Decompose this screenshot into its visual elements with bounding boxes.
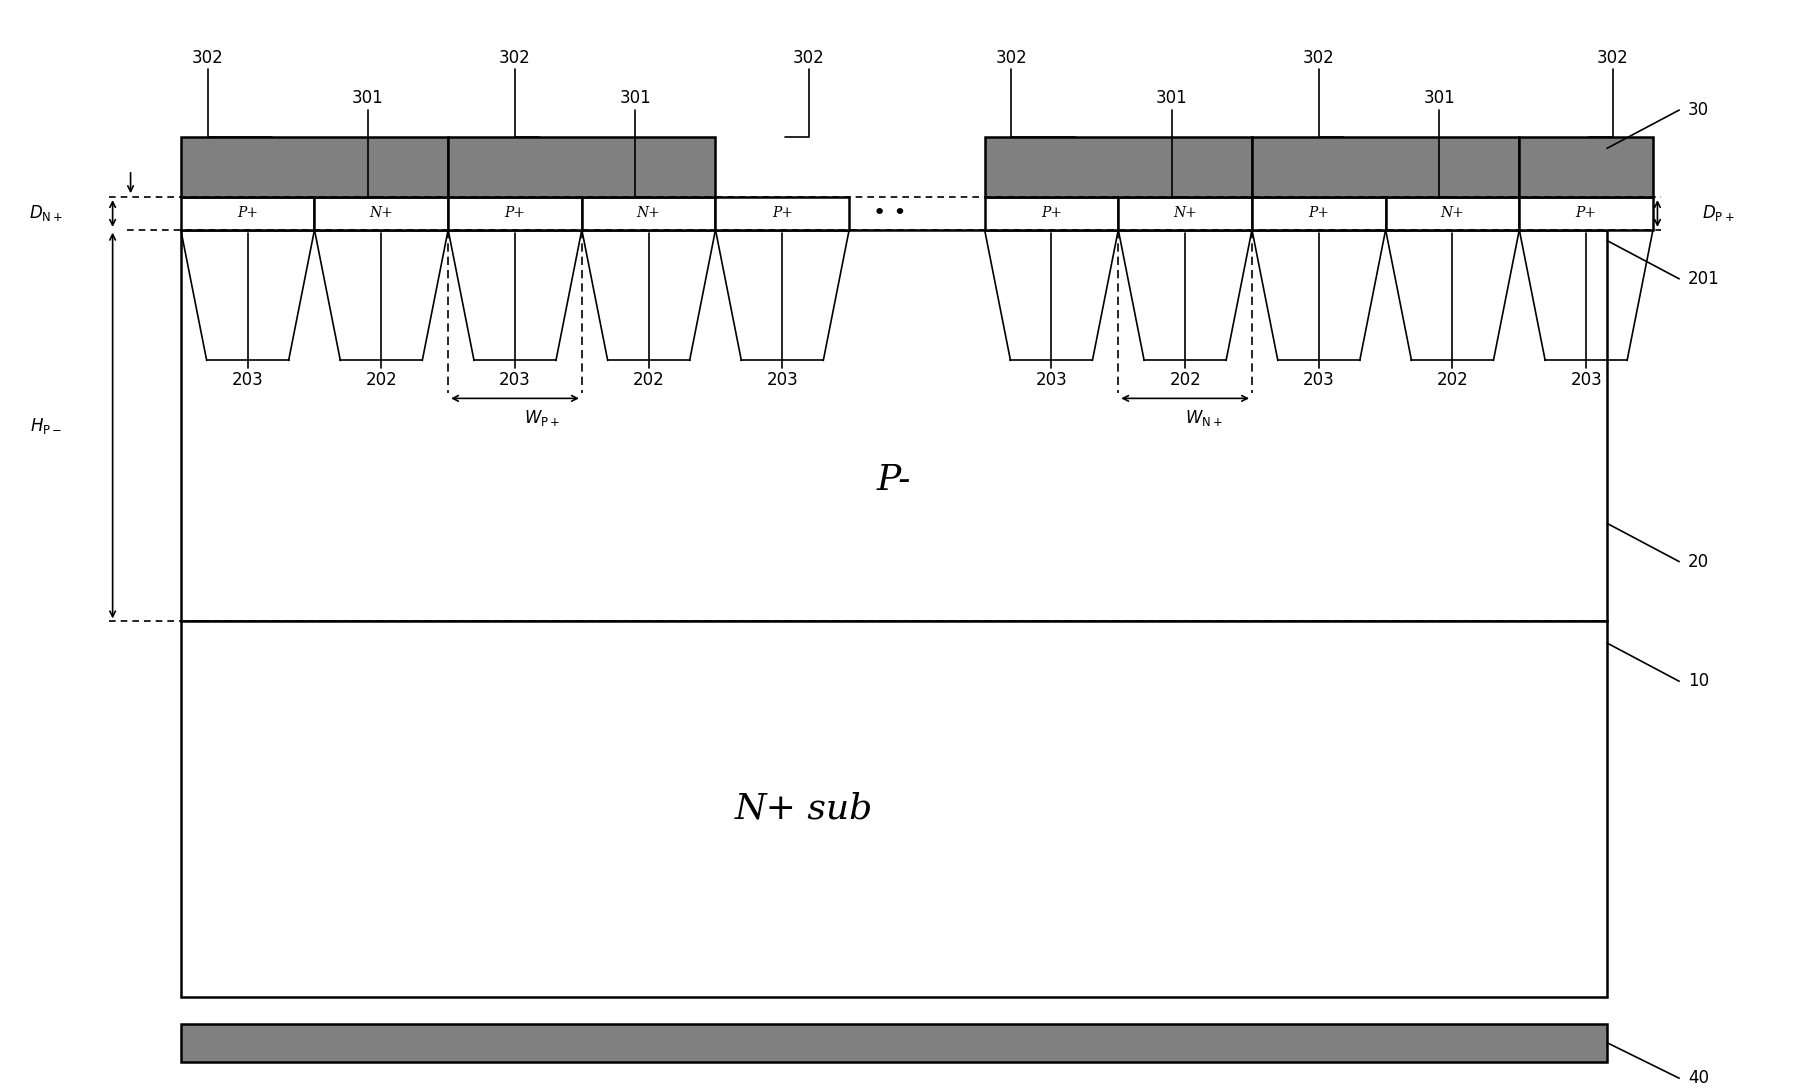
Bar xyxy=(181,622,1607,996)
Bar xyxy=(447,137,715,197)
Bar xyxy=(447,197,582,230)
Text: 202: 202 xyxy=(1170,371,1200,389)
Text: 40: 40 xyxy=(1687,1069,1709,1087)
Text: 302: 302 xyxy=(996,49,1028,67)
Bar xyxy=(181,137,447,197)
Bar xyxy=(181,1023,1607,1062)
Text: 203: 203 xyxy=(1303,371,1335,389)
Text: N+: N+ xyxy=(1441,206,1465,220)
Text: 203: 203 xyxy=(767,371,798,389)
Text: 203: 203 xyxy=(1571,371,1601,389)
Text: P+: P+ xyxy=(1308,206,1330,220)
Bar xyxy=(1385,197,1518,230)
Text: N+: N+ xyxy=(1173,206,1197,220)
Text: 301: 301 xyxy=(1423,88,1456,107)
Text: $W_{\rm P+}$: $W_{\rm P+}$ xyxy=(525,408,561,428)
Bar xyxy=(1253,197,1385,230)
Text: N+: N+ xyxy=(370,206,394,220)
Text: P+: P+ xyxy=(505,206,525,220)
Text: $D_{\rm P+}$: $D_{\rm P+}$ xyxy=(1702,204,1734,224)
Text: $D_{\rm N+}$: $D_{\rm N+}$ xyxy=(29,204,63,224)
Text: • •: • • xyxy=(873,204,906,224)
Bar xyxy=(1253,137,1518,197)
Text: 20: 20 xyxy=(1687,552,1709,571)
Text: 201: 201 xyxy=(1687,269,1720,288)
Text: 302: 302 xyxy=(1303,49,1335,67)
Bar xyxy=(582,197,715,230)
Text: 10: 10 xyxy=(1687,672,1709,691)
Text: P+: P+ xyxy=(1576,206,1598,220)
Text: 301: 301 xyxy=(352,88,385,107)
Bar xyxy=(314,197,447,230)
Text: 301: 301 xyxy=(620,88,651,107)
Text: P-: P- xyxy=(877,463,911,496)
Text: P+: P+ xyxy=(1040,206,1062,220)
Text: 202: 202 xyxy=(1436,371,1468,389)
Text: N+: N+ xyxy=(636,206,661,220)
Bar xyxy=(181,230,1607,622)
Text: 203: 203 xyxy=(500,371,530,389)
Text: N+ sub: N+ sub xyxy=(735,792,873,826)
Text: $H_{\rm P-}$: $H_{\rm P-}$ xyxy=(31,416,63,435)
Text: 302: 302 xyxy=(1598,49,1628,67)
Text: 302: 302 xyxy=(500,49,530,67)
Bar xyxy=(1518,197,1653,230)
Bar xyxy=(1518,137,1653,197)
Bar xyxy=(715,197,850,230)
Bar xyxy=(181,197,314,230)
Text: 203: 203 xyxy=(1035,371,1067,389)
Text: 202: 202 xyxy=(633,371,665,389)
Bar xyxy=(985,197,1118,230)
Text: 302: 302 xyxy=(792,49,825,67)
Text: 301: 301 xyxy=(1155,88,1188,107)
Bar xyxy=(985,137,1253,197)
Text: 202: 202 xyxy=(365,371,397,389)
Bar xyxy=(1118,197,1253,230)
Text: 203: 203 xyxy=(232,371,264,389)
Text: $W_{\rm N+}$: $W_{\rm N+}$ xyxy=(1186,408,1224,428)
Text: P+: P+ xyxy=(773,206,792,220)
Text: P+: P+ xyxy=(237,206,259,220)
Text: 302: 302 xyxy=(192,49,223,67)
Text: 30: 30 xyxy=(1687,101,1709,119)
